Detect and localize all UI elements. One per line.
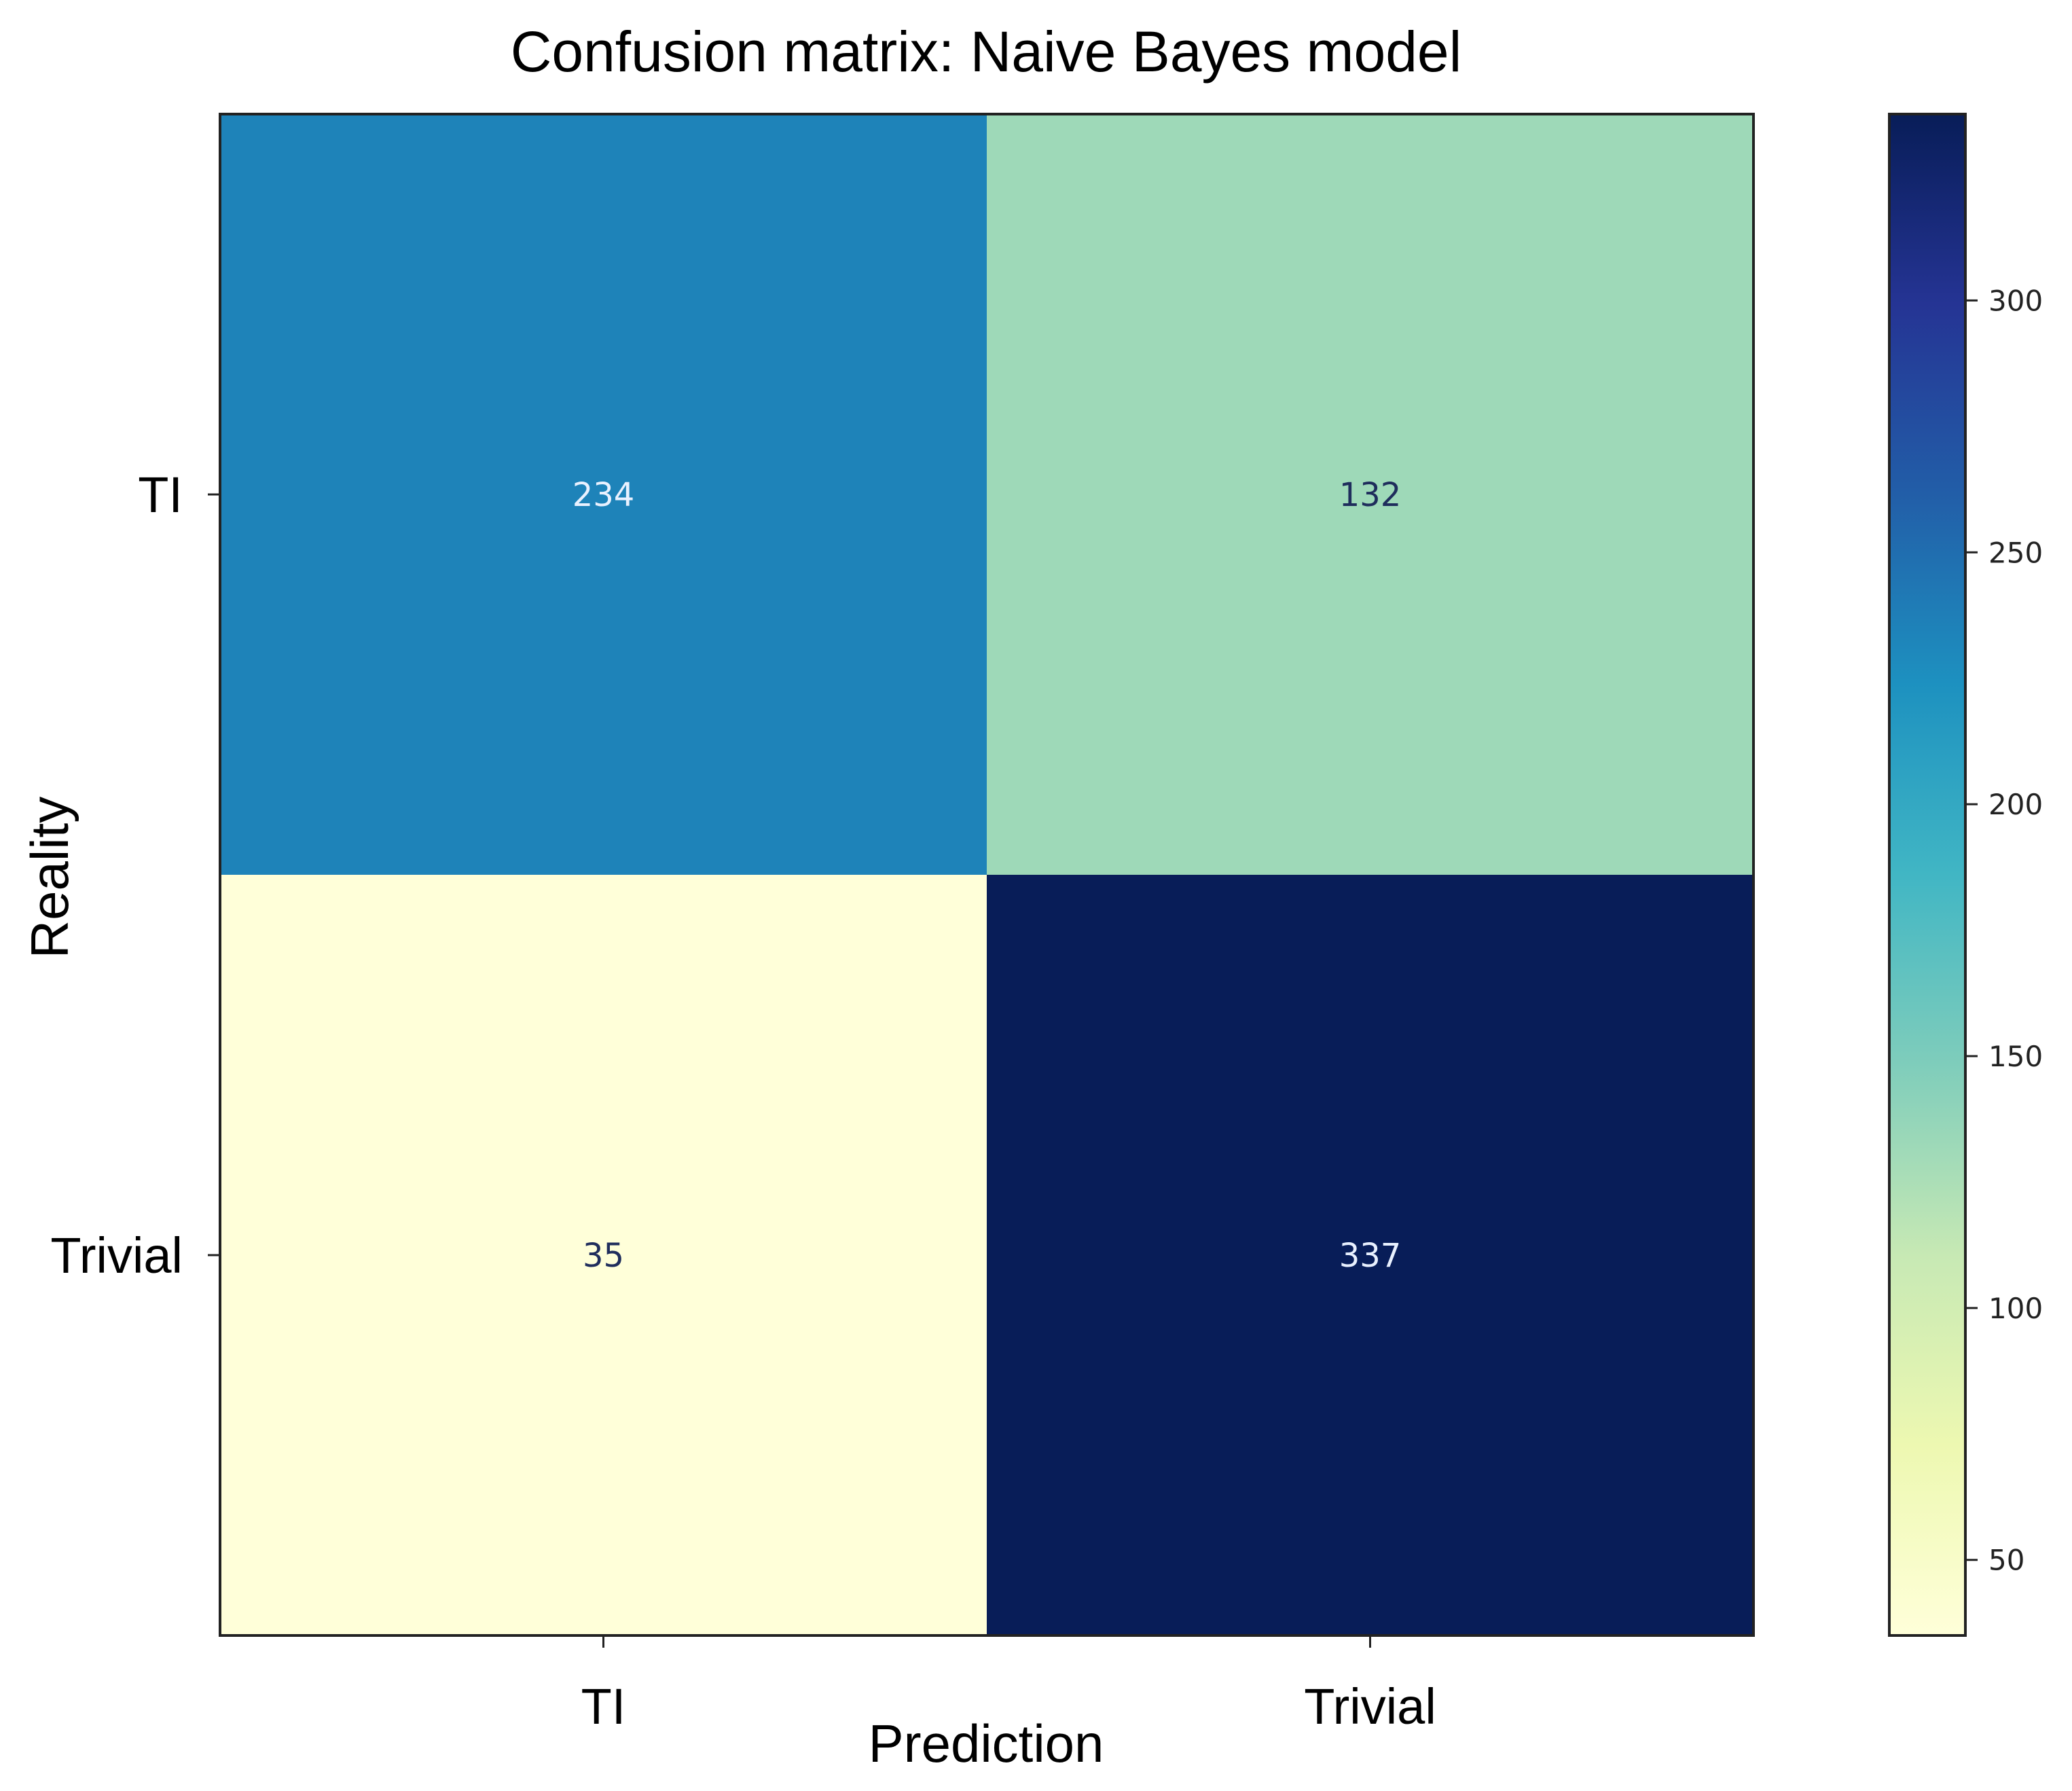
y-axis-ticks: TI Trivial (50, 467, 220, 1284)
heatmap-cells (220, 114, 1754, 1636)
heatmap-cell (987, 114, 1754, 875)
chart-title: Confusion matrix: Naive Bayes model (511, 20, 1462, 84)
x-tick-label: TI (581, 1678, 626, 1735)
y-tick-label: Trivial (50, 1227, 183, 1284)
y-axis-label: Reality (20, 797, 79, 958)
colorbar-tick-label: 200 (1988, 788, 2043, 821)
colorbar-tick-label: 50 (1988, 1544, 2024, 1577)
heatmap-cell (987, 875, 1754, 1636)
x-tick-label: Trivial (1304, 1678, 1436, 1735)
heatmap-cell (220, 114, 987, 875)
x-axis-ticks: TI Trivial (581, 1635, 1436, 1735)
cell-value-label: 132 (1339, 476, 1402, 514)
heatmap-cell (220, 875, 987, 1636)
colorbar-tick-label: 100 (1988, 1292, 2043, 1325)
x-axis-label: Prediction (869, 1714, 1104, 1773)
colorbar-tick-label: 250 (1988, 536, 2043, 569)
y-tick-label: TI (138, 467, 183, 523)
colorbar-tick-label: 300 (1988, 284, 2043, 317)
colorbar-tick-label: 150 (1988, 1040, 2043, 1073)
cell-value-label: 337 (1339, 1237, 1402, 1275)
colorbar (1888, 113, 1967, 1637)
cell-value-label: 35 (583, 1237, 624, 1275)
cell-value-label: 234 (572, 476, 635, 514)
colorbar-ticks: 50 100 150 200 250 300 (1965, 284, 2043, 1577)
heatmap-cell-labels: 234 132 35 337 (572, 476, 1402, 1275)
plot-frame (219, 113, 1755, 1637)
